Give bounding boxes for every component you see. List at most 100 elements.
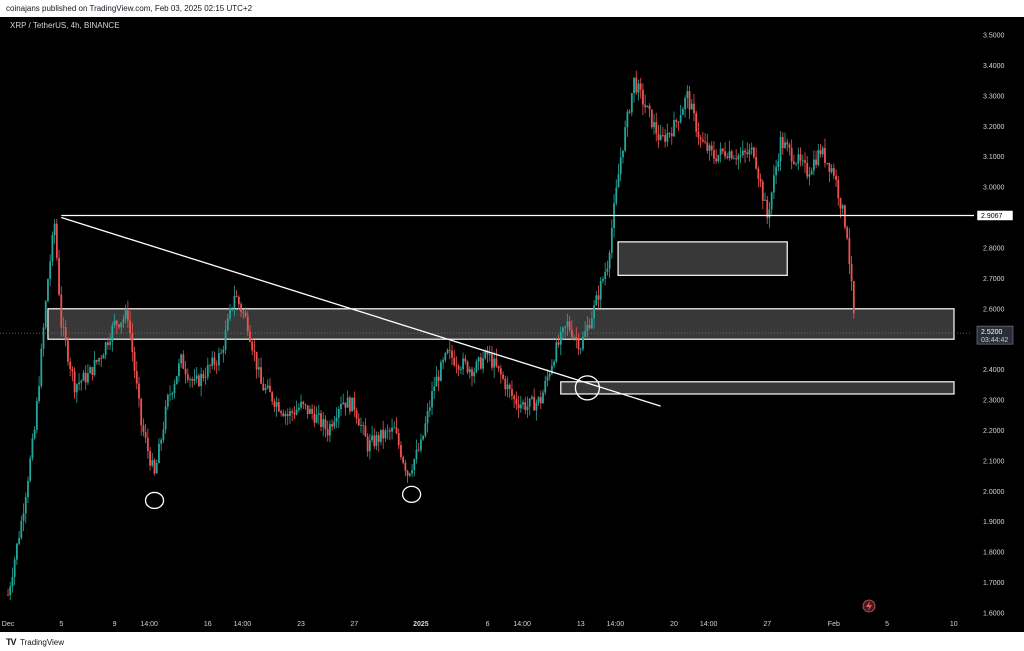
candle-body: [67, 340, 69, 362]
candle-body: [495, 358, 498, 366]
publisher-text: coinajans published on TradingView.com, …: [6, 4, 253, 13]
candle-body: [741, 150, 744, 156]
candle-body: [415, 449, 418, 460]
candle-body: [557, 342, 560, 345]
candle-body: [211, 357, 214, 366]
candle-body: [486, 350, 489, 355]
candle-body: [639, 83, 642, 90]
candle-body: [233, 295, 236, 308]
candle-body: [468, 369, 471, 373]
candle-body: [726, 156, 729, 158]
candle-body: [768, 209, 771, 218]
candle-body: [171, 393, 174, 395]
candle-body: [102, 354, 105, 359]
candle-body: [713, 150, 715, 159]
candle-body: [433, 386, 436, 392]
candle-body: [608, 252, 611, 269]
candle-body: [140, 398, 143, 426]
candle-body: [82, 372, 85, 381]
candle-body: [286, 414, 289, 416]
candle-body: [675, 120, 678, 122]
candle-body: [442, 360, 445, 363]
candle-body: [293, 412, 296, 415]
y-tick-label: 3.3000: [983, 93, 1005, 100]
candle-body: [366, 436, 369, 452]
candle-body: [499, 368, 502, 375]
candle-body: [191, 379, 194, 381]
x-tick-label: 14:00: [607, 621, 625, 628]
candle-body: [635, 77, 638, 93]
candle-body: [200, 373, 203, 387]
candle-body: [810, 170, 813, 175]
candle-body: [391, 427, 393, 432]
candle-body: [773, 175, 775, 193]
candle-body: [377, 435, 380, 442]
chart-area[interactable]: 3.5000 3.4000 3.3000 3.2000 3.1000 3.0000 2.90…: [0, 17, 1024, 632]
candle-body: [122, 318, 125, 323]
candle-body: [577, 337, 580, 350]
candle-body: [186, 374, 189, 380]
candle-body: [275, 402, 278, 407]
candle-body: [588, 325, 591, 329]
candle-body: [31, 438, 34, 459]
last-price-tag: [976, 325, 1014, 345]
candle-body: [826, 162, 829, 164]
candle-body: [51, 234, 54, 262]
candle-body: [786, 142, 789, 145]
candle-body: [55, 223, 58, 258]
lightning-glyph-icon: [866, 601, 872, 611]
candle-body: [624, 127, 627, 151]
candle-body: [326, 429, 329, 436]
candle-body: [18, 537, 20, 544]
candle-body: [24, 497, 27, 514]
candle-body: [748, 149, 751, 155]
candle-body: [650, 109, 653, 128]
candle-body: [533, 396, 536, 411]
candle-body: [502, 374, 504, 379]
swing-low-circle-1: [144, 491, 165, 510]
candle-body: [484, 350, 487, 359]
candle-body: [151, 460, 154, 466]
candle-body: [666, 133, 669, 142]
candle-body: [746, 152, 749, 155]
candle-body: [604, 271, 607, 279]
candle-body: [397, 433, 400, 446]
candle-body: [22, 513, 25, 521]
candle-body: [801, 160, 804, 162]
candle-body: [482, 358, 484, 369]
candle-body: [579, 349, 582, 350]
candle-body: [309, 408, 311, 414]
y-tick-label: 3.1000: [983, 154, 1005, 161]
candle-body: [488, 353, 491, 355]
candle-body: [107, 342, 109, 346]
candle-body: [257, 367, 260, 370]
candle-body: [562, 327, 564, 332]
candle-body: [133, 352, 136, 371]
candle-body: [453, 357, 456, 366]
candle-body: [852, 281, 855, 314]
candle-body: [679, 114, 682, 123]
y-tick-label: 2.8000: [983, 245, 1005, 252]
candle-body: [235, 295, 238, 297]
candle-body: [844, 205, 846, 228]
candle-body: [677, 121, 680, 123]
last-price-countdown: 03:44:42: [981, 337, 1008, 344]
zone-2.32-2.36: [560, 381, 955, 395]
candle-body: [440, 362, 442, 381]
candle-body: [304, 404, 307, 406]
candle-body: [435, 376, 438, 387]
candle-body: [413, 459, 416, 471]
candle-body: [551, 365, 553, 374]
candle-body: [84, 372, 87, 383]
candle-body: [306, 405, 309, 414]
candle-body: [821, 147, 824, 155]
candle-body: [93, 360, 96, 375]
candle-body: [400, 445, 402, 458]
candlestick-chart[interactable]: 3.5000 3.4000 3.3000 3.2000 3.1000 3.0000 2.90…: [0, 17, 1024, 632]
candle-body: [411, 470, 413, 474]
x-tick-label: 14:00: [234, 621, 252, 628]
candle-body: [131, 333, 134, 353]
candle-body: [351, 397, 353, 412]
candle-body: [406, 471, 409, 476]
candle-body: [750, 147, 753, 150]
